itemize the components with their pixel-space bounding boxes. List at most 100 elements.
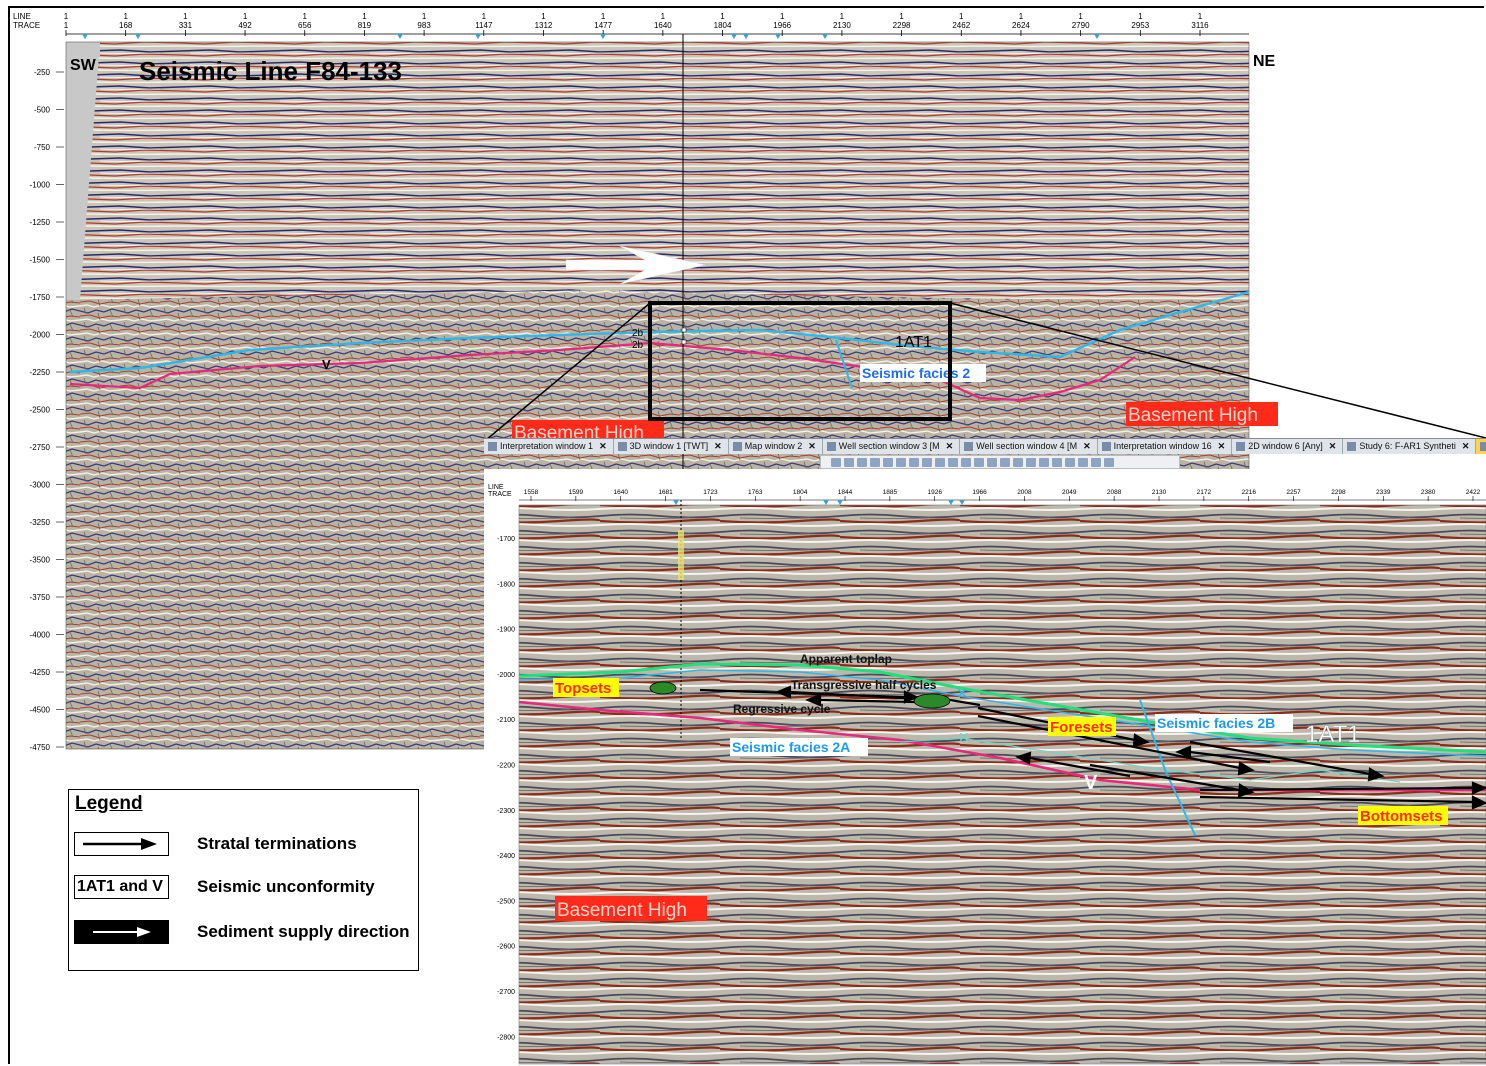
main-depth-label: -4250	[30, 668, 51, 677]
window-tab[interactable]: 3D window 1 [TWT] ✕	[614, 439, 729, 454]
window-tab[interactable]: Interpretation window 1 ✕	[484, 439, 614, 454]
toolbar-tool-icon[interactable]	[909, 457, 919, 467]
main-depth-label: -3250	[30, 518, 51, 527]
main-depth-label: -1500	[30, 256, 51, 265]
well-marker-icon	[731, 34, 737, 39]
close-icon[interactable]: ✕	[599, 441, 607, 451]
main-trace-label: 1966	[773, 21, 791, 30]
main-axis-header-line: LINE	[13, 12, 31, 21]
legend-text-supply: Sediment supply direction	[197, 922, 410, 941]
close-icon[interactable]: ✕	[1083, 441, 1091, 451]
main-depth-label: -2500	[30, 406, 51, 415]
toolbar-tool-icon[interactable]	[844, 457, 854, 467]
window-icon	[1347, 442, 1357, 451]
toolbar-tool-icon[interactable]	[1104, 457, 1114, 467]
main-trace-line-label: 1	[482, 12, 487, 21]
window-tab[interactable]: Well section window 3 [M ✕	[823, 439, 961, 454]
main-trace-line-label: 1	[541, 12, 546, 21]
main-trace-label: 656	[298, 21, 312, 30]
main-trace-label: 2298	[893, 21, 911, 30]
well-marker-icon	[135, 34, 141, 39]
toolbar-tool-icon[interactable]	[922, 457, 932, 467]
well-marker-icon	[600, 34, 606, 39]
window-tab[interactable]: 2D window 6 [Any] ✕	[1232, 439, 1344, 454]
toolbar-tool-icon[interactable]	[961, 457, 971, 467]
zoom-box	[648, 301, 952, 421]
main-label-v: V	[322, 357, 331, 372]
window-icon	[964, 442, 974, 451]
toolbar-tool-icon[interactable]	[935, 457, 945, 467]
window-tab[interactable]: Map window 2 ✕	[729, 439, 823, 454]
main-trace-label: 2624	[1012, 21, 1030, 30]
window-tab-label: Study 6: F-AR1 Syntheti	[1359, 441, 1456, 451]
toolbar-tool-icon[interactable]	[831, 457, 841, 467]
main-depth-label: -4750	[30, 743, 51, 752]
well-marker-icon	[1094, 34, 1100, 39]
legend-text-stratal: Stratal terminations	[197, 834, 357, 853]
toolbar-tool-icon[interactable]	[883, 457, 893, 467]
main-depth-label: -250	[34, 68, 51, 77]
window-tab-bar: Interpretation window 1 ✕ 3D window 1 [TWT…	[484, 438, 1486, 454]
legend-title: Legend	[75, 793, 143, 814]
main-trace-line-label: 1	[959, 12, 964, 21]
main-depth-label: -4000	[30, 631, 51, 640]
main-trace-line-label: 1	[183, 12, 188, 21]
ne-label: NE	[1253, 53, 1276, 70]
main-trace-line-label: 1	[899, 12, 904, 21]
toolbar-tool-icon[interactable]	[1039, 457, 1049, 467]
white-arrow-icon	[93, 927, 151, 937]
main-facies-label-bg	[860, 364, 986, 382]
close-icon[interactable]: ✕	[1461, 441, 1470, 451]
legend-key-text: 1AT1 and V	[77, 878, 163, 895]
well-marker-icon	[82, 34, 88, 39]
main-depth-label: -500	[34, 106, 51, 115]
toolbar-tool-icon[interactable]	[857, 457, 867, 467]
main-trace-label: 2953	[1131, 21, 1149, 30]
main-depth-label: -2750	[30, 443, 51, 452]
main-trace-label: 492	[238, 21, 252, 30]
well-marker-icon	[822, 34, 828, 39]
toolbar-tool-icon[interactable]	[870, 457, 880, 467]
toolbar-tool-icon[interactable]	[1013, 457, 1023, 467]
zoom-connector-left	[485, 302, 651, 441]
toolbar-tool-icon[interactable]	[974, 457, 984, 467]
close-icon[interactable]: ✕	[945, 441, 954, 451]
main-section-title: Seismic Line F84-133	[139, 56, 402, 86]
main-trace-line-label: 1	[1198, 12, 1203, 21]
toolbar-tool-icon[interactable]	[1065, 457, 1075, 467]
main-depth-label: -2000	[30, 331, 51, 340]
toolbar-tool-icon[interactable]	[1000, 457, 1010, 467]
main-trace-line-label: 1	[840, 12, 845, 21]
window-tab[interactable]: Interpretation window 16 ✕	[1098, 439, 1233, 454]
close-icon[interactable]: ✕	[1217, 441, 1226, 451]
main-trace-label: 1	[64, 21, 69, 30]
window-tab[interactable]: Study 6: F-AR1 Syntheti ✕	[1343, 439, 1477, 454]
window-icon	[826, 442, 836, 451]
main-trace-line-label: 1	[243, 12, 248, 21]
toolbar-tool-icon[interactable]	[896, 457, 906, 467]
window-icon	[488, 442, 497, 451]
toolbar-tool-icon[interactable]	[1026, 457, 1036, 467]
main-facies-label: Seismic facies 2	[862, 365, 970, 381]
toolbar-tool-icon[interactable]	[1052, 457, 1062, 467]
window-tab[interactable]: Well section window 4 [M ✕	[960, 439, 1098, 454]
window-icon	[1236, 442, 1246, 451]
toolbar-tool-icon[interactable]	[987, 457, 997, 467]
main-trace-label: 819	[358, 21, 372, 30]
main-trace-label: 1804	[714, 21, 732, 30]
window-tab[interactable]: Interpretation window 17✕	[1476, 439, 1486, 454]
close-icon[interactable]: ✕	[1328, 441, 1337, 451]
toolbar-tool-icon[interactable]	[948, 457, 958, 467]
window-icon	[732, 442, 742, 451]
main-well-tag-top	[681, 327, 687, 333]
close-icon[interactable]: ✕	[714, 441, 722, 451]
close-icon[interactable]: ✕	[808, 441, 816, 451]
toolbar-tool-icon[interactable]	[1091, 457, 1101, 467]
main-trace-label: 1477	[594, 21, 612, 30]
well-marker-icon	[775, 34, 781, 39]
toolbar-tool-icon[interactable]	[1078, 457, 1088, 467]
main-trace-label: 1147	[475, 21, 493, 30]
legend-key-unconformity: 1AT1 and V	[74, 875, 169, 899]
main-trace-ticks: 1111681331149216561819198311147113121147…	[64, 12, 1209, 39]
legend-key-arrow	[74, 832, 169, 856]
